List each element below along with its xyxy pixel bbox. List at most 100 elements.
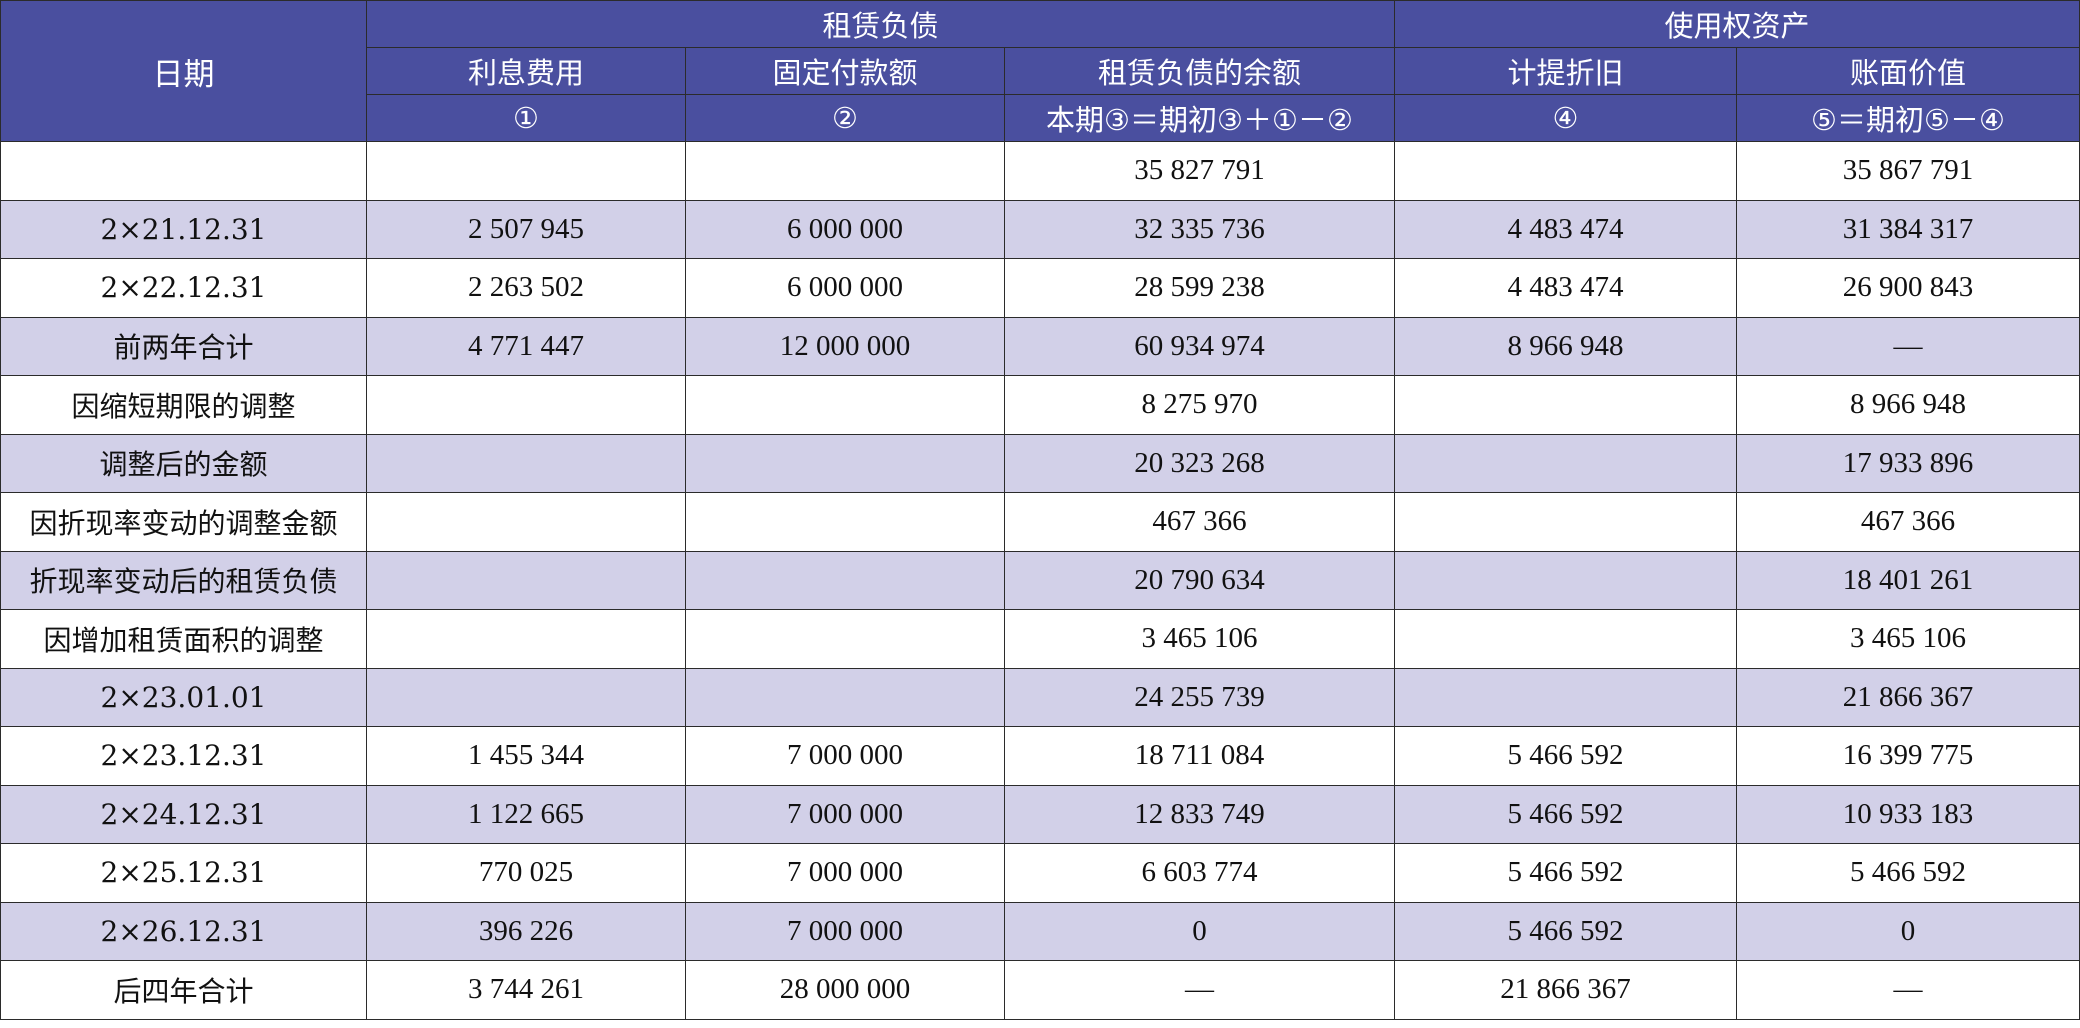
cell-book-value: — [1736,316,2080,376]
cell-depreciation: 5 466 592 [1394,726,1738,786]
cell-fixed-payment [685,609,1005,669]
table-row: 折现率变动后的租赁负债 20 790 634 18 401 261 [0,550,2080,610]
cell-interest-expense: 3 744 261 [366,960,686,1020]
cell-date [0,141,367,201]
cell-date: 2×21.12.31 [0,199,367,259]
cell-date: 2×26.12.31 [0,901,367,961]
formula-depreciation: ④ [1394,94,1738,142]
header-depreciation: 计提折旧 [1394,47,1738,95]
cell-interest-expense: 770 025 [366,843,686,903]
header-row-formulas: ① ② 本期③＝期初③＋①－② ④ ⑤＝期初⑤－④ [1,94,2080,142]
cell-date: 后四年合计 [0,960,367,1020]
cell-book-value: 16 399 775 [1736,726,2080,786]
cell-date: 因增加租赁面积的调整 [0,609,367,669]
cell-depreciation: 4 483 474 [1394,199,1738,259]
cell-lease-balance: 20 790 634 [1003,550,1396,610]
cell-book-value: 467 366 [1736,492,2080,552]
table-row: 2×22.12.31 2 263 502 6 000 000 28 599 238 4 … [0,258,2080,318]
cell-depreciation [1394,433,1738,493]
table-row: 2×25.12.31 770 025 7 000 000 6 603 774 5 466… [0,843,2080,903]
cell-depreciation [1394,667,1738,727]
header-interest-expense: 利息费用 [366,47,686,95]
cell-date: 2×22.12.31 [0,258,367,318]
table-row: 因增加租赁面积的调整 3 465 106 3 465 106 [0,609,2080,669]
table-body: 35 827 791 35 867 791 2×21.12.31 2 507 945 6… [0,141,2080,1020]
cell-interest-expense [366,667,686,727]
cell-interest-expense [366,609,686,669]
cell-fixed-payment [685,550,1005,610]
cell-depreciation: 21 866 367 [1394,960,1738,1020]
header-fixed-payment: 固定付款额 [685,47,1005,95]
cell-depreciation: 5 466 592 [1394,784,1738,844]
cell-book-value: 10 933 183 [1736,784,2080,844]
table-row: 调整后的金额 20 323 268 17 933 896 [0,433,2080,493]
formula-interest-expense: ① [366,94,686,142]
cell-depreciation [1394,550,1738,610]
cell-book-value: 5 466 592 [1736,843,2080,903]
cell-depreciation: 5 466 592 [1394,843,1738,903]
cell-date: 折现率变动后的租赁负债 [0,550,367,610]
cell-book-value: 35 867 791 [1736,141,2080,201]
cell-interest-expense: 1 122 665 [366,784,686,844]
cell-depreciation [1394,141,1738,201]
cell-book-value: 3 465 106 [1736,609,2080,669]
cell-depreciation: 5 466 592 [1394,901,1738,961]
cell-lease-balance: 18 711 084 [1003,726,1396,786]
cell-interest-expense [366,550,686,610]
cell-book-value: 8 966 948 [1736,375,2080,435]
cell-fixed-payment: 6 000 000 [685,258,1005,318]
cell-depreciation [1394,375,1738,435]
table-row: 2×23.01.01 24 255 739 21 866 367 [0,667,2080,727]
table-row: 后四年合计 3 744 261 28 000 000—21 866 367— [0,960,2080,1020]
cell-lease-balance: 0 [1003,901,1396,961]
cell-book-value: 0 [1736,901,2080,961]
header-date: 日期 [0,0,367,142]
cell-lease-balance: 6 603 774 [1003,843,1396,903]
cell-book-value: 18 401 261 [1736,550,2080,610]
cell-lease-balance: 32 335 736 [1003,199,1396,259]
cell-date: 前两年合计 [0,316,367,376]
cell-date: 2×23.12.31 [0,726,367,786]
cell-lease-balance: 60 934 974 [1003,316,1396,376]
cell-lease-balance: 20 323 268 [1003,433,1396,493]
cell-interest-expense: 2 507 945 [366,199,686,259]
cell-lease-balance: — [1003,960,1396,1020]
header-row-labels: 利息费用 固定付款额 租赁负债的余额 计提折旧 账面价值 [1,47,2080,95]
formula-fixed-payment: ② [685,94,1005,142]
cell-interest-expense: 4 771 447 [366,316,686,376]
cell-interest-expense [366,492,686,552]
cell-interest-expense [366,375,686,435]
cell-lease-balance: 28 599 238 [1003,258,1396,318]
cell-interest-expense: 396 226 [366,901,686,961]
cell-lease-balance: 12 833 749 [1003,784,1396,844]
cell-fixed-payment [685,141,1005,201]
cell-fixed-payment [685,375,1005,435]
cell-date: 因缩短期限的调整 [0,375,367,435]
cell-fixed-payment: 7 000 000 [685,726,1005,786]
cell-depreciation: 8 966 948 [1394,316,1738,376]
cell-lease-balance: 467 366 [1003,492,1396,552]
cell-lease-balance: 24 255 739 [1003,667,1396,727]
table-row: 2×26.12.31 396 226 7 000 000 0 5 466 592 0 [0,901,2080,961]
cell-lease-balance: 35 827 791 [1003,141,1396,201]
formula-book-value: ⑤＝期初⑤－④ [1736,94,2080,142]
table-row: 2×24.12.31 1 122 665 7 000 000 12 833 749 5 … [0,784,2080,844]
cell-fixed-payment [685,433,1005,493]
cell-date: 2×23.01.01 [0,667,367,727]
cell-fixed-payment: 7 000 000 [685,843,1005,903]
table-row: 35 827 791 35 867 791 [0,141,2080,201]
cell-lease-balance: 3 465 106 [1003,609,1396,669]
cell-lease-balance: 8 275 970 [1003,375,1396,435]
cell-date: 因折现率变动的调整金额 [0,492,367,552]
table-row: 因缩短期限的调整 8 275 970 8 966 948 [0,375,2080,435]
table-row: 因折现率变动的调整金额 467 366 467 366 [0,492,2080,552]
table-header: 日期 租赁负债 使用权资产 利息费用 固定付款额 租赁负债的余额 计提折旧 账面… [0,0,2080,142]
cell-book-value: 21 866 367 [1736,667,2080,727]
cell-date: 2×25.12.31 [0,843,367,903]
cell-date: 调整后的金额 [0,433,367,493]
cell-interest-expense [366,141,686,201]
cell-book-value: 17 933 896 [1736,433,2080,493]
cell-depreciation [1394,609,1738,669]
cell-fixed-payment: 7 000 000 [685,784,1005,844]
